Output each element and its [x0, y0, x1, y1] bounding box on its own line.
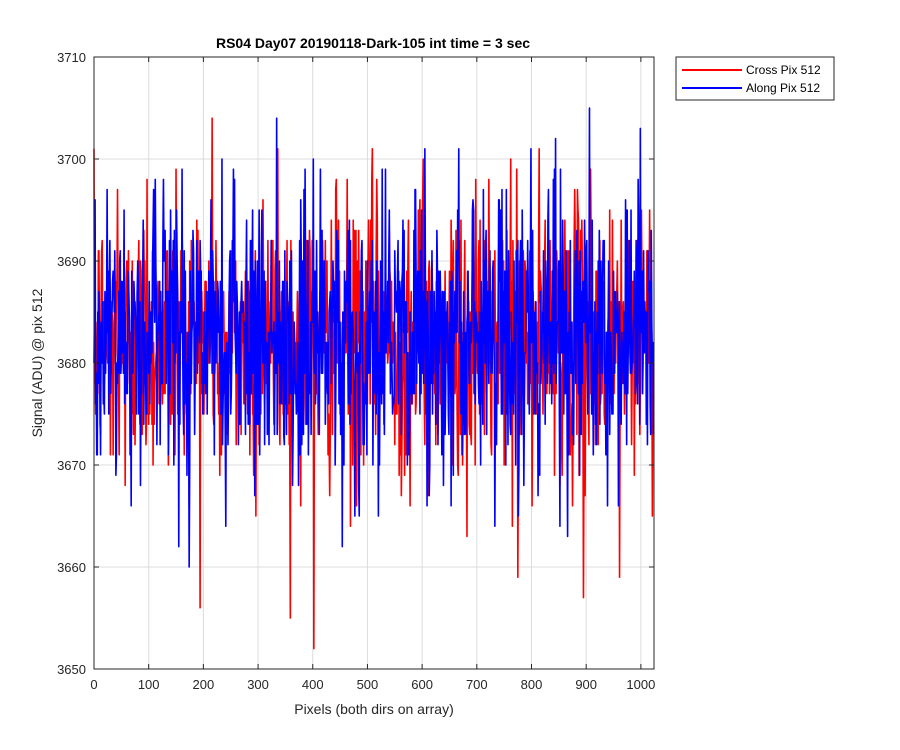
x-tick-label: 800: [521, 677, 543, 692]
legend-label-along-pix: Along Pix 512: [746, 81, 820, 95]
x-tick-label: 500: [357, 677, 379, 692]
x-tick-label: 100: [138, 677, 160, 692]
x-tick-label: 0: [90, 677, 97, 692]
y-tick-label: 3690: [57, 254, 86, 269]
x-tick-label: 600: [411, 677, 433, 692]
series-line-along-pix: [93, 107, 655, 568]
y-axis-label: Signal (ADU) @ pix 512: [29, 288, 45, 437]
legend-box: [675, 56, 835, 101]
y-tick-label: 3710: [57, 50, 86, 65]
x-tick-label: 700: [466, 677, 488, 692]
x-tick-label: 900: [575, 677, 597, 692]
y-tick-label: 3670: [57, 458, 86, 473]
y-tick-label: 3700: [57, 152, 86, 167]
legend: Cross Pix 512 Along Pix 512: [675, 56, 835, 101]
y-tick-label: 3660: [57, 560, 86, 575]
plot-series: [93, 107, 655, 650]
chart-title: RS04 Day07 20190118-Dark-105 int time = …: [216, 35, 530, 51]
x-tick-label: 200: [193, 677, 215, 692]
x-tick-label: 400: [302, 677, 324, 692]
x-tick-label: 300: [247, 677, 269, 692]
x-tick-label: 1000: [626, 677, 655, 692]
legend-label-cross-pix: Cross Pix 512: [746, 63, 821, 77]
axis-ticks: 0 100 200 300 400 500 600 700 800 900 1000 3650 3660…: [57, 50, 655, 692]
y-tick-label: 3680: [57, 356, 86, 371]
x-axis-label: Pixels (both dirs on array): [294, 701, 454, 717]
y-tick-label: 3650: [57, 662, 86, 677]
